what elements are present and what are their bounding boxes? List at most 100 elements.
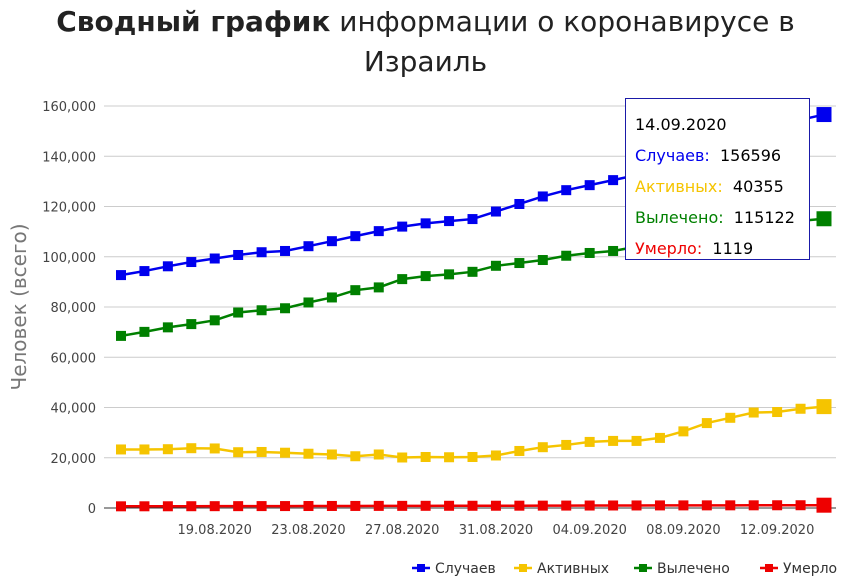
data-point[interactable] xyxy=(420,271,431,282)
data-point[interactable] xyxy=(256,305,267,316)
data-point[interactable] xyxy=(280,245,291,256)
data-point[interactable] xyxy=(420,500,431,511)
data-point[interactable] xyxy=(725,500,736,511)
data-point[interactable] xyxy=(303,297,314,308)
data-point[interactable] xyxy=(162,261,173,272)
data-point[interactable] xyxy=(303,241,314,252)
data-point[interactable] xyxy=(490,260,501,271)
data-point[interactable] xyxy=(678,426,689,437)
data-point[interactable] xyxy=(116,330,126,341)
data-point[interactable] xyxy=(701,418,712,429)
data-point[interactable] xyxy=(233,249,244,260)
data-point[interactable] xyxy=(350,500,361,511)
data-point[interactable] xyxy=(139,266,150,277)
data-point[interactable] xyxy=(748,500,759,511)
data-point[interactable] xyxy=(397,452,408,463)
data-point[interactable] xyxy=(701,500,712,511)
data-point[interactable] xyxy=(420,451,431,462)
data-point[interactable] xyxy=(209,501,220,512)
data-point[interactable] xyxy=(326,500,337,511)
data-point[interactable] xyxy=(537,255,548,266)
data-point[interactable] xyxy=(162,322,173,333)
data-point[interactable] xyxy=(350,451,361,462)
data-point[interactable] xyxy=(608,500,619,511)
data-point[interactable] xyxy=(561,185,572,196)
data-point[interactable] xyxy=(233,447,244,458)
data-point[interactable] xyxy=(186,319,197,330)
data-point[interactable] xyxy=(584,500,595,511)
data-point[interactable] xyxy=(561,439,572,450)
data-point[interactable] xyxy=(514,198,525,209)
data-point[interactable] xyxy=(397,221,408,232)
data-point[interactable] xyxy=(162,444,173,455)
data-point[interactable] xyxy=(233,501,244,512)
data-point[interactable] xyxy=(350,285,361,296)
legend[interactable]: Случаев Активных Вылечено Умерло xyxy=(412,561,837,577)
legend-label[interactable]: Случаев xyxy=(435,561,496,577)
data-point[interactable] xyxy=(139,326,150,337)
data-point[interactable] xyxy=(373,226,384,237)
data-point[interactable] xyxy=(303,501,314,512)
data-point[interactable] xyxy=(795,403,806,414)
data-point[interactable] xyxy=(608,175,619,186)
data-point[interactable] xyxy=(350,231,361,242)
data-point[interactable] xyxy=(467,500,478,511)
data-point[interactable] xyxy=(444,216,455,227)
data-point[interactable] xyxy=(162,501,173,512)
data-point[interactable] xyxy=(514,500,525,511)
data-point[interactable] xyxy=(795,500,806,511)
legend-label[interactable]: Умерло xyxy=(783,561,837,577)
data-point[interactable] xyxy=(139,444,150,455)
data-point[interactable] xyxy=(654,500,665,511)
legend-label[interactable]: Вылечено xyxy=(657,561,730,577)
data-point[interactable] xyxy=(584,436,595,447)
data-point[interactable] xyxy=(209,315,220,326)
data-point[interactable] xyxy=(537,500,548,511)
data-point[interactable] xyxy=(373,449,384,460)
data-point[interactable] xyxy=(772,500,783,511)
data-point[interactable] xyxy=(608,245,619,256)
data-point[interactable] xyxy=(303,448,314,459)
data-point[interactable] xyxy=(186,257,197,268)
data-point[interactable] xyxy=(373,500,384,511)
data-point[interactable] xyxy=(490,450,501,461)
data-point[interactable] xyxy=(373,282,384,293)
legend-label[interactable]: Активных xyxy=(537,561,609,577)
data-point[interactable] xyxy=(280,303,291,314)
data-point[interactable] xyxy=(139,501,150,512)
data-point[interactable] xyxy=(209,253,220,264)
data-point[interactable] xyxy=(444,269,455,280)
data-point[interactable] xyxy=(444,452,455,463)
data-point[interactable] xyxy=(561,500,572,511)
data-point[interactable] xyxy=(514,258,525,269)
data-point[interactable] xyxy=(467,214,478,225)
data-point[interactable] xyxy=(280,447,291,458)
data-point[interactable] xyxy=(326,236,337,247)
data-point[interactable] xyxy=(467,451,478,462)
data-point[interactable] xyxy=(186,501,197,512)
data-point[interactable] xyxy=(397,500,408,511)
data-point[interactable] xyxy=(608,435,619,446)
data-point[interactable] xyxy=(748,407,759,418)
data-point[interactable] xyxy=(584,180,595,191)
data-point[interactable] xyxy=(816,107,832,123)
data-point[interactable] xyxy=(326,449,337,460)
data-point[interactable] xyxy=(678,500,689,511)
data-point[interactable] xyxy=(816,399,832,415)
data-point[interactable] xyxy=(537,442,548,453)
data-point[interactable] xyxy=(256,247,267,258)
data-point[interactable] xyxy=(280,501,291,512)
data-point[interactable] xyxy=(561,250,572,261)
data-point[interactable] xyxy=(631,435,642,446)
data-point[interactable] xyxy=(725,412,736,423)
data-point[interactable] xyxy=(537,191,548,202)
data-point[interactable] xyxy=(772,407,783,418)
data-point[interactable] xyxy=(444,500,455,511)
data-point[interactable] xyxy=(816,211,832,227)
data-point[interactable] xyxy=(420,218,431,229)
data-point[interactable] xyxy=(186,443,197,454)
data-point[interactable] xyxy=(490,500,501,511)
data-point[interactable] xyxy=(631,500,642,511)
data-point[interactable] xyxy=(654,432,665,443)
